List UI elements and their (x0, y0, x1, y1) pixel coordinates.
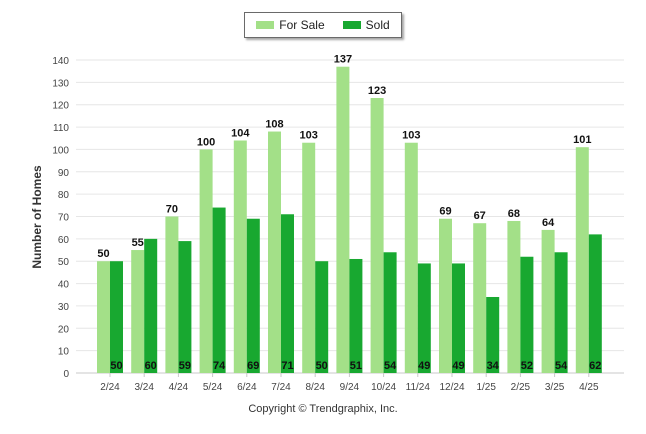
data-label-sold: 49 (418, 360, 430, 372)
data-label-sold: 69 (247, 360, 259, 372)
data-label-for-sale: 69 (439, 206, 451, 218)
x-tick-label: 9/24 (340, 382, 360, 393)
data-label-sold: 71 (281, 360, 293, 372)
copyright-text: Copyright © Trendgraphix, Inc. (248, 403, 398, 415)
bar-sold (212, 207, 226, 373)
bar-sold (110, 261, 123, 373)
data-label-for-sale: 70 (166, 204, 178, 216)
y-tick-label: 90 (58, 168, 70, 179)
bar-for-sale (370, 98, 384, 373)
x-tick-label: 6/24 (237, 382, 257, 393)
bar-for-sale (473, 223, 487, 373)
y-tick-label: 10 (58, 347, 70, 358)
data-label-for-sale: 103 (300, 130, 318, 142)
data-label-for-sale: 50 (97, 248, 109, 260)
data-label-for-sale: 103 (402, 130, 420, 142)
x-tick-label: 7/24 (271, 382, 291, 393)
bar-for-sale (165, 216, 179, 373)
x-tick-label: 8/24 (305, 382, 325, 393)
x-tick-label: 2/24 (100, 382, 120, 393)
y-tick-label: 40 (58, 280, 70, 291)
x-tick-label: 3/24 (134, 382, 154, 393)
bar-sold (349, 258, 363, 373)
data-label-for-sale: 55 (132, 237, 144, 249)
data-label-sold: 50 (316, 360, 328, 372)
y-tick-label: 100 (52, 145, 69, 156)
x-tick-label: 4/25 (579, 382, 599, 393)
data-label-for-sale: 100 (197, 136, 215, 148)
x-tick-label: 3/25 (545, 382, 565, 393)
bar-sold (281, 214, 294, 373)
y-tick-label: 60 (58, 235, 70, 246)
data-label-sold: 59 (179, 360, 191, 372)
data-label-for-sale: 67 (474, 210, 486, 222)
bar-for-sale (541, 229, 555, 373)
data-label-for-sale: 108 (265, 119, 283, 131)
bar-for-sale (439, 218, 452, 373)
data-label-for-sale: 68 (508, 208, 520, 220)
legend-label-sold: Sold (365, 18, 390, 32)
bar-sold (144, 238, 158, 373)
data-label-sold: 60 (145, 360, 157, 372)
bar-for-sale (336, 66, 350, 373)
bar-for-sale (97, 261, 110, 373)
data-label-for-sale: 104 (231, 127, 250, 139)
bar-sold (417, 263, 431, 373)
x-tick-label: 5/24 (203, 382, 223, 393)
bar-for-sale (575, 147, 589, 373)
data-label-sold: 74 (213, 360, 226, 372)
data-label-for-sale: 101 (573, 134, 591, 146)
legend-item-sold[interactable]: Sold (342, 18, 390, 32)
y-tick-label: 110 (53, 123, 69, 134)
data-label-sold: 62 (589, 360, 601, 372)
legend: For Sale Sold (244, 12, 402, 38)
bar-sold (246, 218, 260, 373)
legend-swatch-for-sale (256, 21, 275, 29)
bar-sold (486, 296, 500, 373)
data-label-sold: 54 (384, 360, 397, 372)
y-tick-label: 120 (52, 101, 69, 112)
y-tick-label: 30 (58, 302, 70, 313)
x-tick-label: 11/24 (406, 382, 431, 393)
y-tick-label: 0 (63, 369, 69, 380)
legend-label-for-sale: For Sale (279, 18, 325, 32)
y-tick-label: 80 (58, 190, 70, 201)
legend-item-for-sale[interactable]: For Sale (256, 18, 325, 32)
data-label-sold: 54 (555, 360, 568, 372)
bar-for-sale (268, 131, 281, 373)
x-tick-label: 10/24 (371, 382, 396, 393)
data-label-sold: 50 (110, 360, 122, 372)
data-label-sold: 34 (487, 360, 500, 372)
bar-sold (520, 256, 534, 373)
x-tick-label: 12/24 (439, 382, 464, 393)
bar-sold (178, 241, 192, 373)
y-tick-label: 20 (58, 324, 70, 335)
y-tick-label: 140 (52, 56, 69, 67)
bar-for-sale (507, 220, 521, 373)
y-tick-label: 70 (58, 213, 70, 224)
bar-sold (315, 261, 329, 373)
bar-for-sale (233, 140, 247, 373)
y-tick-label: 50 (58, 257, 70, 268)
data-label-for-sale: 64 (542, 217, 555, 229)
bar-sold (383, 252, 397, 373)
data-label-sold: 52 (521, 360, 533, 372)
bar-for-sale (199, 149, 213, 373)
bar-sold (588, 234, 602, 373)
data-label-sold: 49 (452, 360, 464, 372)
bar-for-sale (404, 142, 418, 373)
x-tick-label: 4/24 (169, 382, 189, 393)
data-label-for-sale: 123 (368, 85, 386, 97)
data-label-sold: 51 (350, 360, 362, 372)
y-tick-label: 130 (52, 78, 69, 89)
bar-sold (554, 252, 568, 373)
bar-for-sale (302, 142, 316, 373)
x-tick-label: 1/25 (476, 382, 496, 393)
legend-swatch-sold (342, 21, 361, 29)
bar-for-sale (131, 250, 145, 373)
x-tick-label: 2/25 (511, 382, 531, 393)
data-label-for-sale: 137 (334, 54, 352, 66)
bar-sold (452, 263, 465, 373)
